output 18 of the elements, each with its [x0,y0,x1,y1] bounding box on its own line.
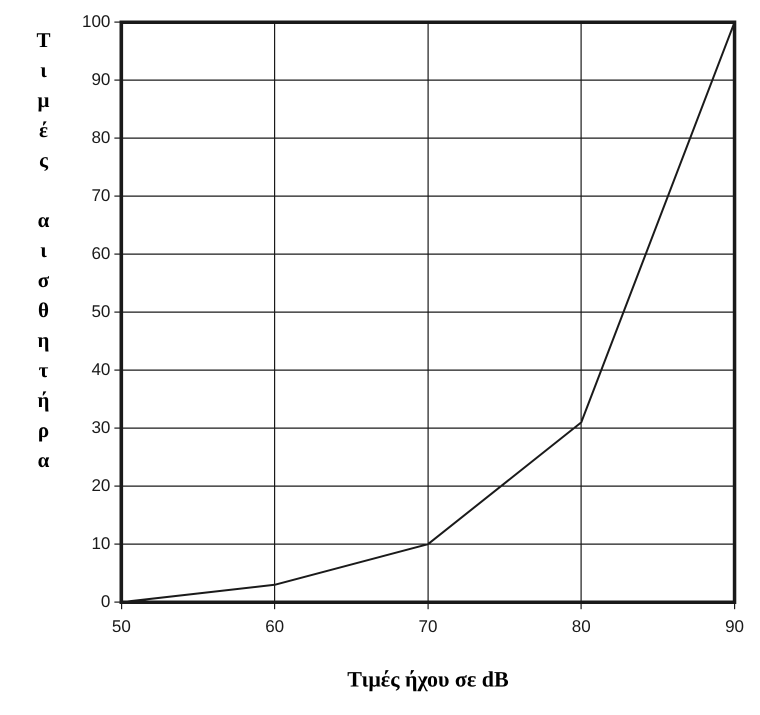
y-tick-label: 70 [91,186,110,205]
y-tick-label: 60 [91,244,110,263]
y-tick-label: 80 [91,128,110,147]
y-axis-title: Τιμές αισθητήρα [30,28,56,478]
y-tick-label: 40 [91,360,110,379]
x-tick-label: 70 [418,617,438,636]
x-axis-title: Τιμές ήχου σε dB [347,666,510,692]
x-tick-label: 60 [265,617,284,636]
y-tick-label: 30 [91,418,110,437]
y-tick-label: 100 [82,12,110,31]
x-tick-label: 50 [112,617,131,636]
y-tick-label: 50 [91,302,110,321]
y-tick-label: 0 [100,592,110,611]
y-tick-label: 10 [91,534,110,553]
y-tick-label: 90 [91,70,110,89]
x-tick-label: 90 [725,617,744,636]
y-tick-label: 20 [91,476,110,495]
x-tick-label: 80 [572,617,591,636]
